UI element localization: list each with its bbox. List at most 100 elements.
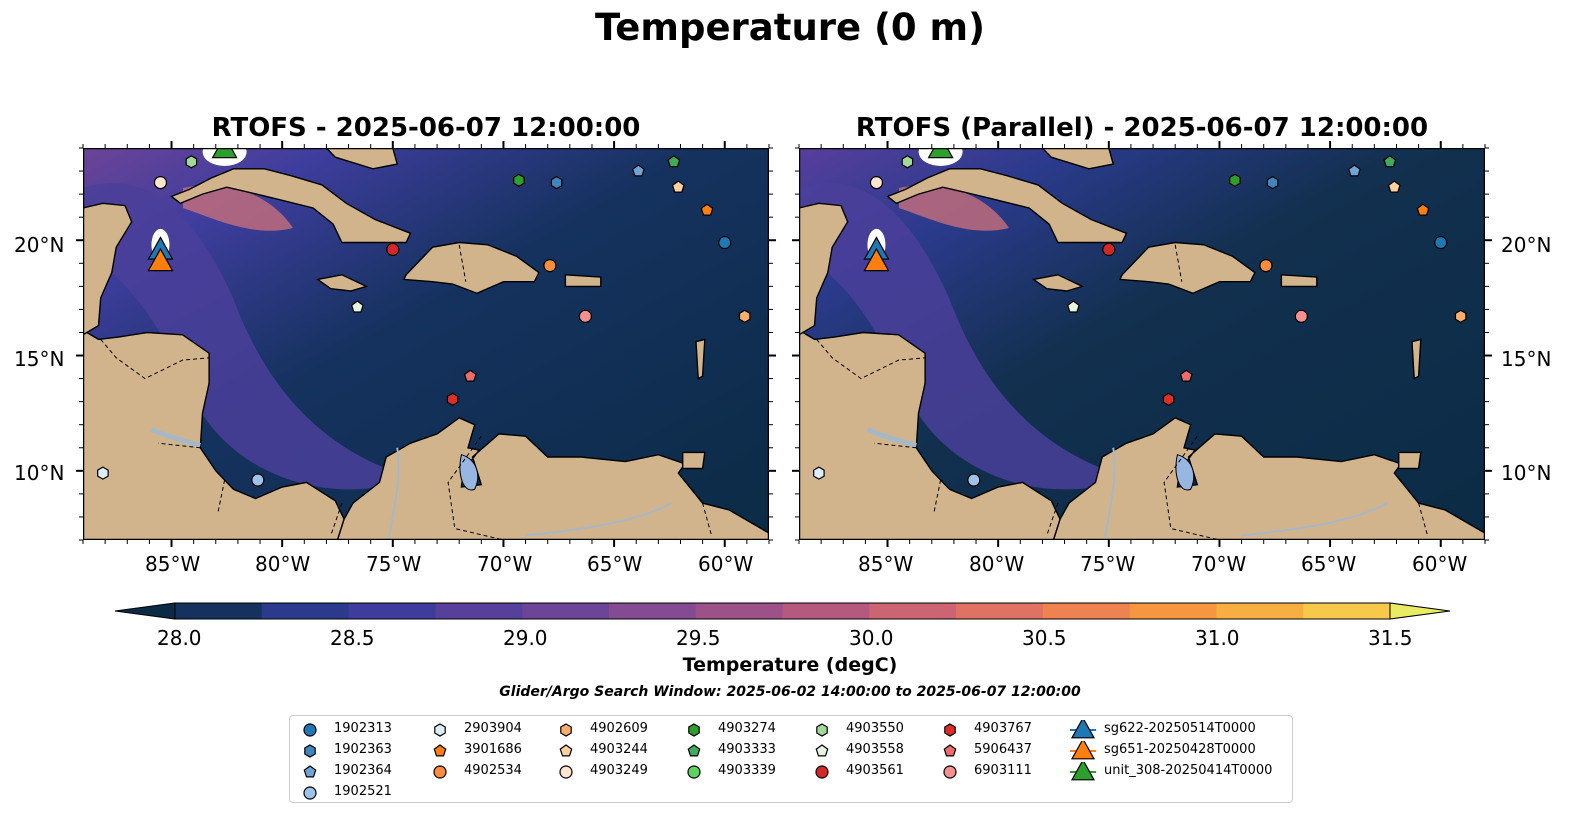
float-marker-1902364 bbox=[631, 164, 645, 177]
float-marker-4902609 bbox=[738, 309, 751, 323]
float-marker-4903767 bbox=[446, 392, 459, 406]
hexagon-marker-icon bbox=[944, 723, 956, 737]
lon-tick-label: 60°W bbox=[1412, 552, 1468, 576]
colorbar-segment bbox=[695, 603, 783, 619]
lon-tick-label: 65°W bbox=[587, 552, 643, 576]
lat-tick-label: 20°N bbox=[1501, 233, 1552, 257]
float-marker-4903561 bbox=[386, 242, 400, 257]
lat-tick-label: 10°N bbox=[14, 461, 65, 485]
colorbar bbox=[115, 602, 1451, 620]
panel-title-rtofs: RTOFS - 2025-06-07 12:00:00 bbox=[211, 113, 641, 143]
pentagon-marker-icon bbox=[687, 744, 701, 757]
colorbar-segment bbox=[1216, 603, 1304, 619]
float-marker-4903244 bbox=[671, 180, 685, 193]
float-marker-5906437 bbox=[463, 369, 477, 382]
legend-label: 1902313 bbox=[334, 721, 392, 736]
hexagon-marker-icon bbox=[816, 723, 828, 737]
pentagon-marker-icon bbox=[943, 744, 957, 757]
legend-label: 4903561 bbox=[846, 763, 904, 778]
colorbar-tick-label: 30.5 bbox=[1022, 626, 1067, 650]
lat-tick-label: 10°N bbox=[1501, 461, 1552, 485]
colorbar-segment bbox=[1303, 603, 1391, 619]
float-marker-4903333 bbox=[1383, 155, 1397, 168]
colorbar-tick-label: 28.5 bbox=[330, 626, 375, 650]
colorbar-tick-label: 29.5 bbox=[676, 626, 721, 650]
lon-tick-label: 65°W bbox=[1301, 552, 1357, 576]
legend-label: 4903550 bbox=[846, 721, 904, 736]
lat-tick-label: 15°N bbox=[1501, 347, 1552, 371]
hexagon-marker-icon bbox=[434, 723, 446, 737]
float-marker-4903550 bbox=[901, 155, 914, 169]
map-panel-rtofs-parallel[interactable] bbox=[799, 148, 1485, 540]
legend-label: sg622-20250514T0000 bbox=[1104, 721, 1256, 736]
colorbar-segment bbox=[522, 603, 610, 619]
triangle-marker-icon bbox=[1070, 741, 1096, 760]
legend-label: 1902364 bbox=[334, 763, 392, 778]
float-marker-1902313 bbox=[1434, 235, 1448, 250]
float-marker-5906437 bbox=[1179, 369, 1193, 382]
legend-label: unit_308-20250414T0000 bbox=[1104, 763, 1273, 778]
float-marker-6903111 bbox=[1294, 309, 1308, 323]
colorbar-segment bbox=[869, 603, 957, 619]
colorbar-segment bbox=[348, 603, 436, 619]
lat-tick-label: 15°N bbox=[14, 347, 65, 371]
float-marker-1902521 bbox=[251, 473, 265, 487]
circle-marker-icon bbox=[815, 765, 829, 779]
legend-label: 2903904 bbox=[464, 721, 522, 736]
pentagon-marker-icon bbox=[559, 744, 573, 757]
search-window-caption: Glider/Argo Search Window: 2025-06-02 14… bbox=[499, 684, 1081, 700]
pentagon-marker-icon bbox=[433, 744, 447, 757]
colorbar-segment bbox=[608, 603, 697, 619]
legend-label: 5906437 bbox=[974, 742, 1032, 757]
float-marker-1902363 bbox=[550, 175, 563, 190]
lon-tick-label: 85°W bbox=[145, 552, 201, 576]
legend-label: 4902534 bbox=[464, 763, 522, 778]
lon-tick-label: 85°W bbox=[858, 552, 914, 576]
lon-tick-label: 75°W bbox=[1080, 552, 1136, 576]
colorbar-tick-label: 28.0 bbox=[157, 626, 202, 650]
triangle-marker-icon bbox=[1070, 720, 1096, 739]
colorbar-segment bbox=[1042, 603, 1131, 619]
lat-tick-label: 20°N bbox=[14, 233, 65, 257]
float-marker-4903274 bbox=[1229, 173, 1241, 187]
legend-label: 4903274 bbox=[718, 721, 776, 736]
colorbar-label: Temperature (degC) bbox=[682, 654, 898, 676]
legend-label: 4903339 bbox=[718, 763, 776, 778]
legend: 1902313 1902363 1902364 1902521 2903904 39016… bbox=[289, 715, 1293, 803]
legend-label: sg651-20250428T0000 bbox=[1104, 742, 1256, 757]
legend-label: 3901686 bbox=[464, 742, 522, 757]
colorbar-segment bbox=[956, 603, 1044, 619]
circle-marker-icon bbox=[433, 765, 447, 779]
legend-label: 4903558 bbox=[846, 742, 904, 757]
float-marker-1902363 bbox=[1266, 175, 1279, 190]
float-marker-3901686 bbox=[700, 203, 714, 216]
float-marker-4903249 bbox=[153, 175, 168, 190]
lon-tick-label: 70°W bbox=[1191, 552, 1247, 576]
legend-label: 4903244 bbox=[590, 742, 648, 757]
colorbar-segment bbox=[1129, 603, 1217, 619]
colorbar-tick-label: 31.5 bbox=[1368, 626, 1413, 650]
lon-tick-label: 60°W bbox=[698, 552, 754, 576]
circle-marker-icon bbox=[687, 765, 701, 779]
circle-marker-icon bbox=[303, 786, 317, 800]
circle-marker-icon bbox=[559, 765, 573, 779]
map-panel-rtofs[interactable] bbox=[83, 148, 769, 540]
lon-tick-label: 70°W bbox=[477, 552, 533, 576]
float-marker-2903904 bbox=[97, 466, 109, 480]
float-marker-4903249 bbox=[869, 175, 884, 190]
float-marker-4903767 bbox=[1162, 392, 1175, 406]
figure-title: Temperature (0 m) bbox=[594, 6, 986, 49]
colorbar-tick-label: 31.0 bbox=[1195, 626, 1240, 650]
lon-tick-label: 75°W bbox=[366, 552, 422, 576]
float-marker-4902609 bbox=[1454, 309, 1467, 323]
float-marker-1902313 bbox=[718, 235, 732, 250]
float-marker-1902521 bbox=[967, 473, 981, 487]
legend-label: 1902521 bbox=[334, 784, 392, 799]
float-marker-4903550 bbox=[185, 155, 198, 169]
float-marker-1902364 bbox=[1347, 164, 1361, 177]
colorbar-tick-label: 30.0 bbox=[849, 626, 894, 650]
glider-marker-unit_308-20250414T0000 bbox=[927, 148, 954, 159]
float-marker-4903274 bbox=[513, 173, 525, 187]
glider-marker-sg651-20250428T0000 bbox=[147, 247, 174, 272]
float-marker-4903561 bbox=[1102, 242, 1116, 257]
